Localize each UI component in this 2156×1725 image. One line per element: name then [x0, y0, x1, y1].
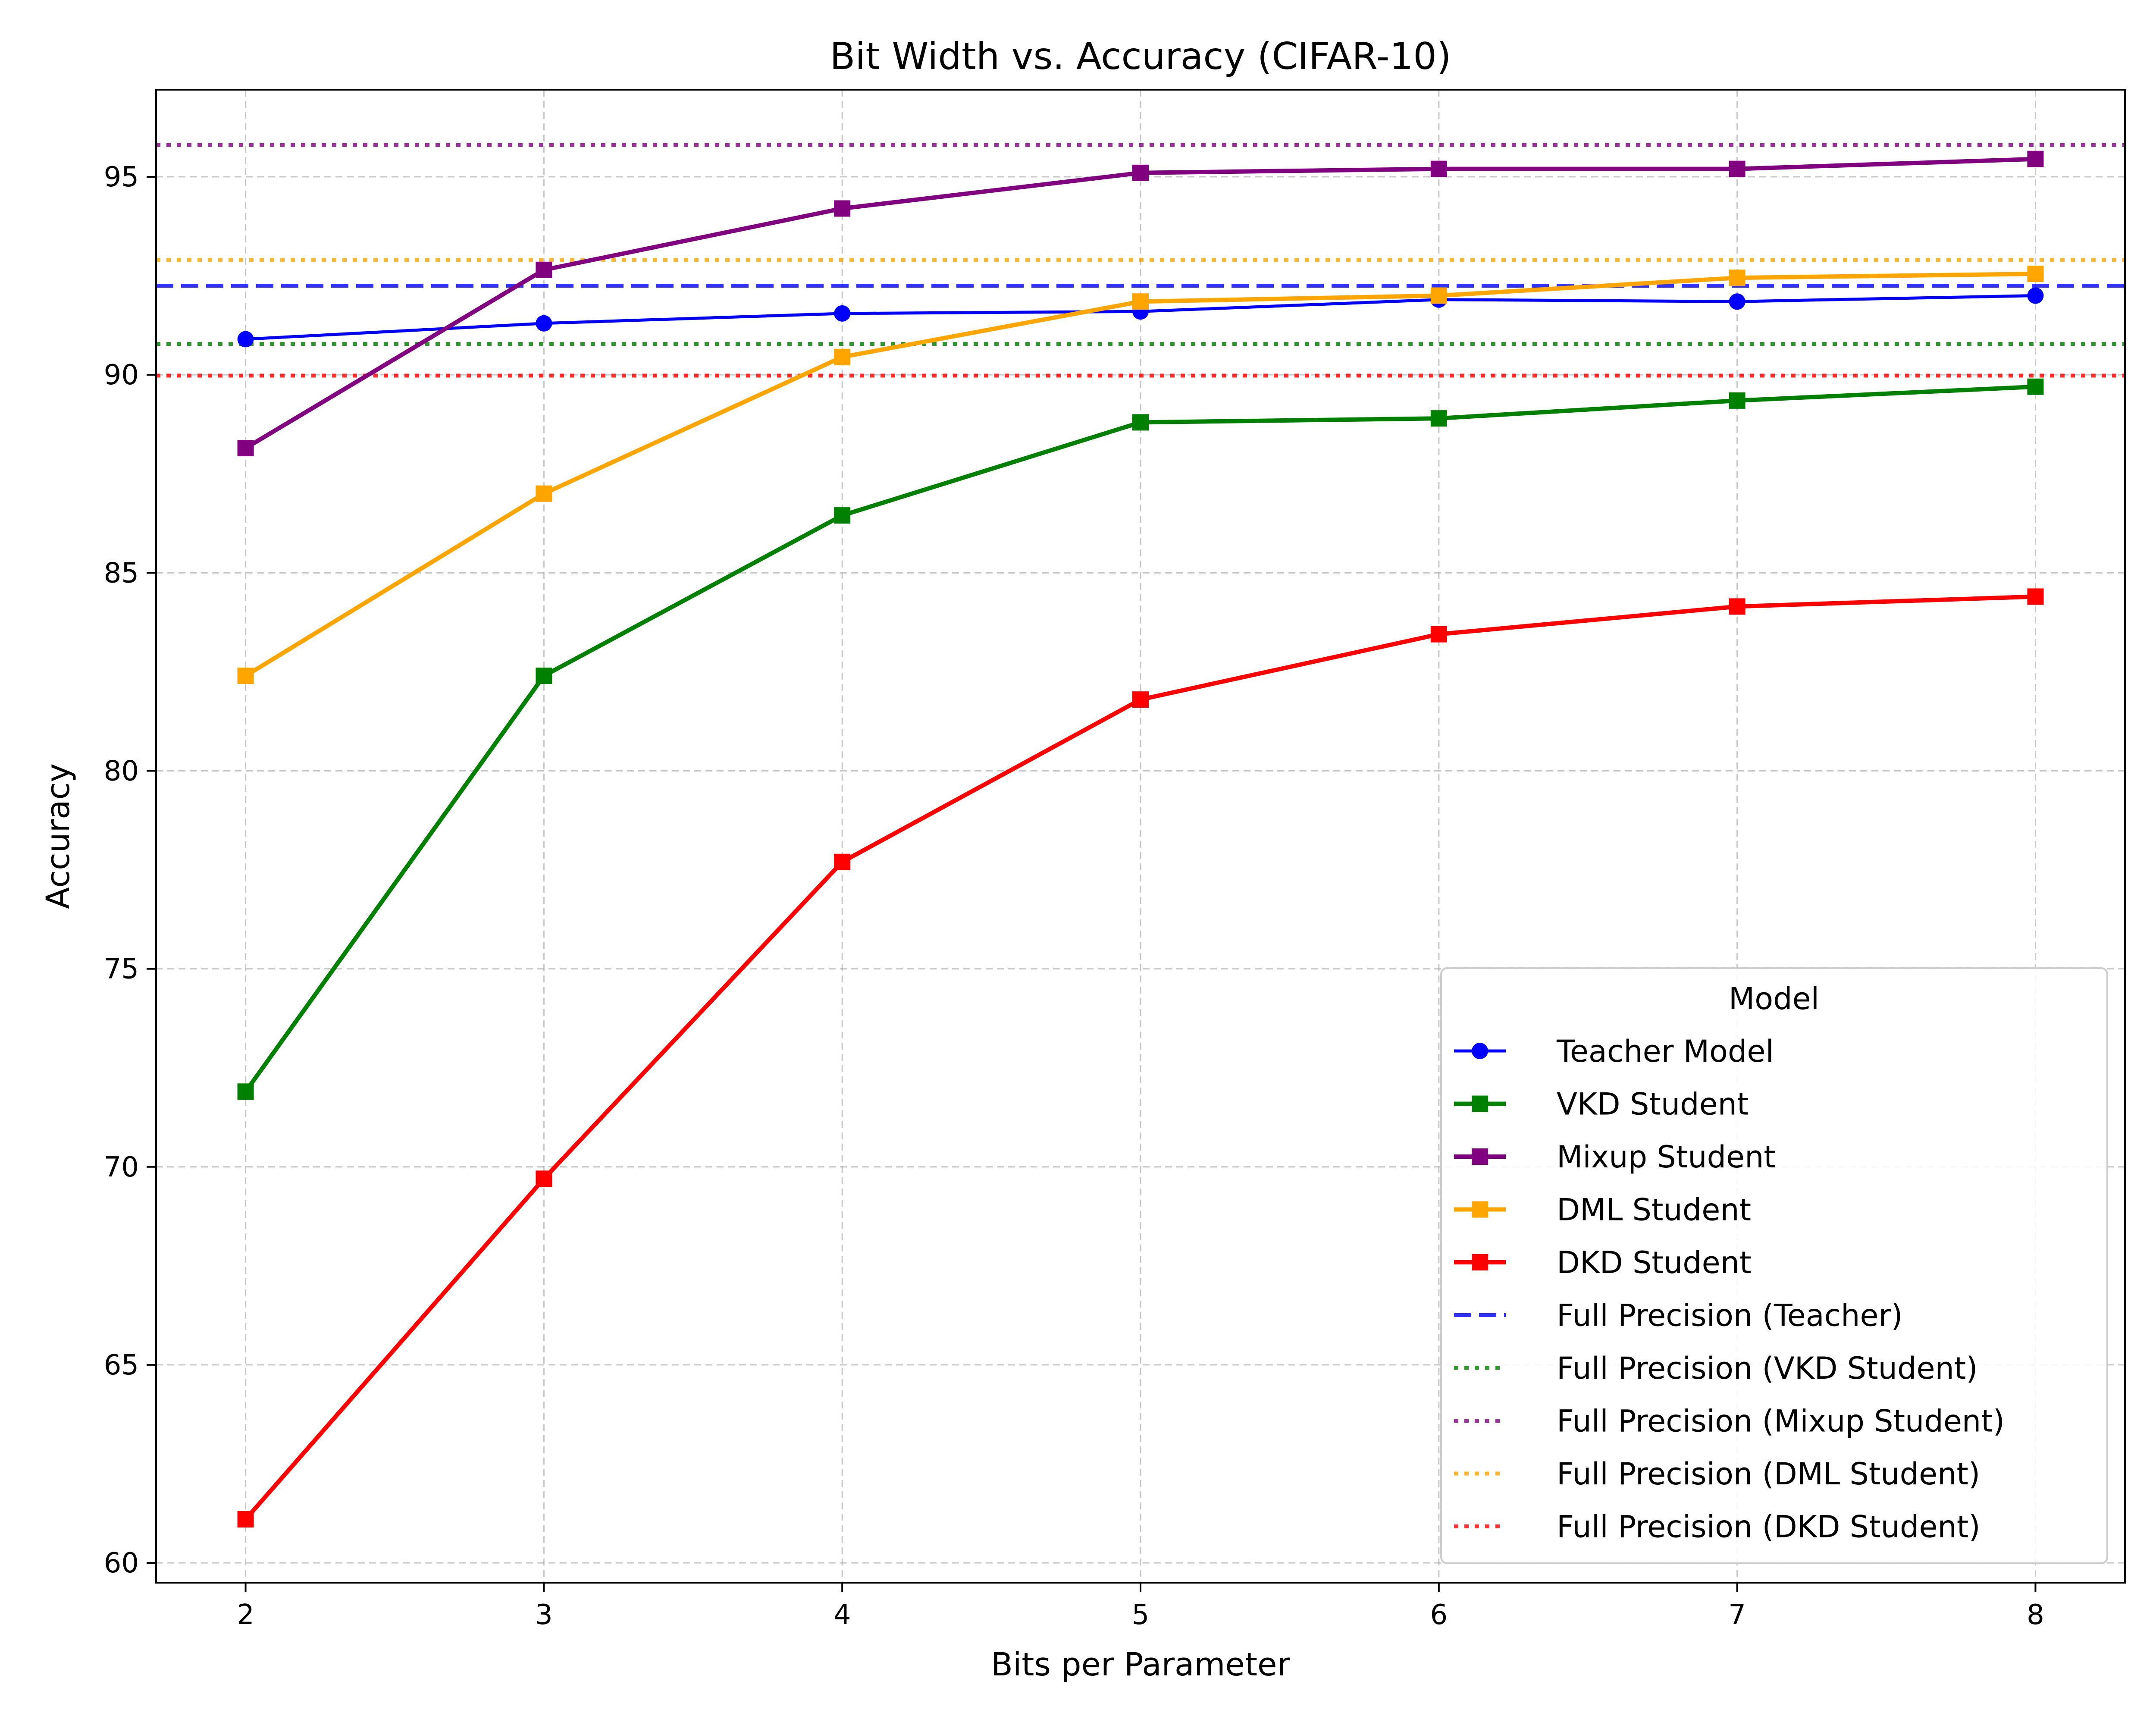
legend-marker	[1472, 1254, 1488, 1270]
legend-entry: VKD Student	[1454, 1087, 1749, 1122]
x-tick-label: 7	[1728, 1599, 1746, 1631]
data-point	[834, 853, 851, 870]
chart-title: Bit Width vs. Accuracy (CIFAR-10)	[830, 35, 1451, 78]
data-point	[1430, 160, 1447, 177]
y-tick-label: 75	[104, 953, 139, 985]
series-group	[237, 287, 2044, 348]
series-group	[237, 151, 2044, 457]
legend-entry: Full Precision (VKD Student)	[1454, 1351, 1978, 1386]
legend-label: Full Precision (DKD Student)	[1557, 1509, 1981, 1545]
data-point	[536, 261, 552, 278]
legend-label: Full Precision (Teacher)	[1557, 1298, 1903, 1333]
data-point	[1132, 414, 1149, 431]
data-point	[237, 331, 254, 348]
legend-label: Full Precision (Mixup Student)	[1557, 1404, 2005, 1439]
y-tick-label: 90	[104, 359, 139, 391]
legend-marker	[1472, 1148, 1488, 1165]
data-point	[1729, 270, 1745, 286]
data-point	[536, 485, 552, 502]
x-axis-ticks: 2 3 4 5 6 7 8	[237, 1583, 2044, 1631]
data-point	[237, 1511, 254, 1528]
data-point	[834, 305, 851, 322]
legend-entry: DML Student	[1454, 1192, 1751, 1228]
x-tick-label: 4	[834, 1599, 851, 1631]
data-point	[1729, 293, 1745, 310]
legend-label: Mixup Student	[1557, 1139, 1776, 1175]
y-axis-ticks: 60 65 70 75 80 85 90 95	[104, 161, 156, 1579]
legend-label: Full Precision (VKD Student)	[1557, 1351, 1978, 1386]
data-point	[1729, 160, 1745, 177]
legend-marker	[1472, 1201, 1488, 1218]
legend-entry: Mixup Student	[1454, 1139, 1776, 1175]
y-axis-label: Accuracy	[40, 763, 77, 909]
legend-marker	[1472, 1043, 1488, 1059]
legend-box	[1440, 967, 2108, 1564]
data-point	[2027, 378, 2044, 395]
legend-label: Teacher Model	[1556, 1034, 1774, 1069]
y-tick-label: 60	[104, 1547, 139, 1579]
legend-marker	[1472, 1095, 1488, 1112]
data-point	[834, 348, 851, 365]
data-point	[1729, 598, 1745, 615]
legend-entry: DKD Student	[1454, 1245, 1752, 1280]
data-point	[1430, 410, 1447, 427]
data-point	[2027, 266, 2044, 282]
legend-label: DKD Student	[1557, 1245, 1752, 1280]
data-point	[834, 200, 851, 217]
legend-entry: Full Precision (DKD Student)	[1454, 1509, 1981, 1545]
legend-entry: Teacher Model	[1454, 1034, 1774, 1069]
data-point	[2027, 287, 2044, 304]
series-group	[237, 588, 2044, 1528]
legend-label: DML Student	[1557, 1192, 1751, 1228]
legend: Model Teacher Model VKD Student Mixup Stud…	[1440, 967, 2108, 1564]
data-point	[1729, 392, 1745, 409]
data-point	[1430, 626, 1447, 643]
data-point	[1132, 293, 1149, 310]
data-point	[834, 507, 851, 524]
data-point	[536, 1170, 552, 1187]
x-tick-label: 6	[1430, 1599, 1448, 1631]
x-axis-label: Bits per Parameter	[991, 1646, 1290, 1683]
data-point	[536, 668, 552, 684]
series-group	[237, 266, 2044, 684]
data-point	[237, 668, 254, 684]
y-tick-label: 65	[104, 1349, 139, 1381]
y-tick-label: 80	[104, 755, 139, 787]
legend-entries: Teacher Model VKD Student Mixup Student DML…	[1454, 1034, 2005, 1545]
data-point	[237, 440, 254, 457]
data-point	[1430, 287, 1447, 304]
y-tick-label: 70	[104, 1151, 139, 1183]
legend-label: VKD Student	[1557, 1087, 1749, 1122]
legend-entry: Full Precision (DML Student)	[1454, 1456, 1980, 1492]
y-tick-label: 95	[104, 161, 139, 193]
legend-title: Model	[1729, 981, 1819, 1016]
data-point	[536, 315, 552, 332]
legend-entry: Full Precision (Mixup Student)	[1454, 1404, 2005, 1439]
series-lines	[237, 151, 2044, 1528]
data-point	[1132, 691, 1149, 708]
x-tick-label: 3	[535, 1599, 553, 1631]
legend-label: Full Precision (DML Student)	[1557, 1456, 1980, 1492]
data-point	[2027, 151, 2044, 167]
x-tick-label: 8	[2027, 1599, 2044, 1631]
reference-lines	[156, 143, 2125, 378]
data-point	[2027, 588, 2044, 605]
x-tick-label: 2	[237, 1599, 254, 1631]
y-tick-label: 85	[104, 557, 139, 589]
legend-entry: Full Precision (Teacher)	[1454, 1298, 1903, 1333]
series-group	[237, 378, 2044, 1100]
x-tick-label: 5	[1132, 1599, 1150, 1631]
data-point	[237, 1083, 254, 1100]
data-point	[1132, 164, 1149, 181]
